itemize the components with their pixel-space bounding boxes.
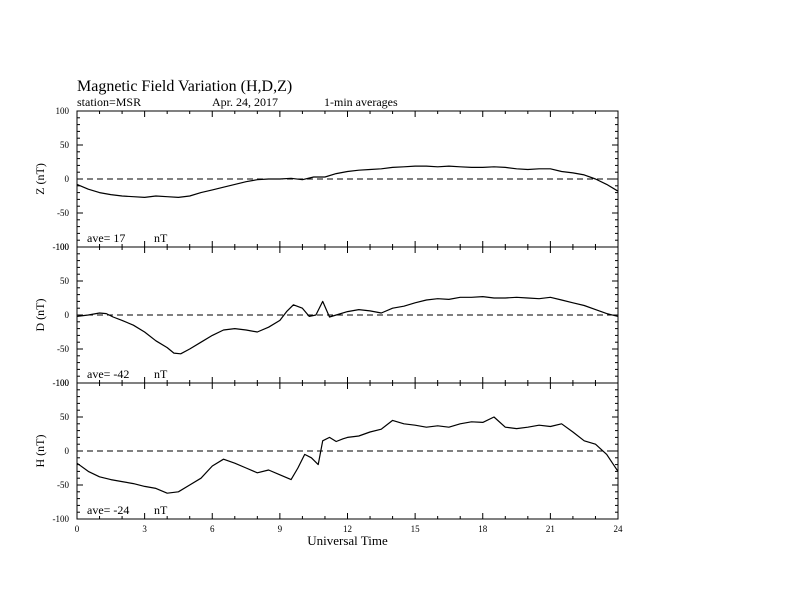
x-tick-label: 3 <box>142 524 147 534</box>
y-axis-label: Z (nT) <box>33 163 47 195</box>
y-tick-label: 50 <box>60 140 70 150</box>
average-unit: nT <box>154 231 168 245</box>
y-tick-label: 0 <box>65 174 70 184</box>
x-tick-label: 9 <box>278 524 283 534</box>
y-tick-label: -50 <box>57 480 69 490</box>
x-tick-label: 18 <box>478 524 488 534</box>
x-tick-label: 15 <box>411 524 421 534</box>
x-tick-label: 21 <box>546 524 555 534</box>
averaging-label: 1-min averages <box>324 95 398 109</box>
series-line-z <box>76 165 619 198</box>
average-unit: nT <box>154 503 168 517</box>
y-tick-label: -100 <box>53 242 70 252</box>
panel-d: 100 50 0 -50 -100 D (nT) ave= -42 nT <box>33 242 619 388</box>
y-tick-label: -100 <box>53 378 70 388</box>
y-tick-label: 50 <box>60 276 70 286</box>
average-label: ave= -42 <box>87 367 129 381</box>
series-line-d <box>76 296 619 355</box>
panel-z: 100 50 0 -50 -100 Z (nT) ave= 17 nT <box>33 106 619 252</box>
y-tick-label: -50 <box>57 344 69 354</box>
x-tick-label: 6 <box>210 524 215 534</box>
x-tick-label: 12 <box>343 524 352 534</box>
y-tick-label: 100 <box>56 106 70 116</box>
y-tick-label: 0 <box>65 446 70 456</box>
y-tick-label: -100 <box>53 514 70 524</box>
y-tick-label: 100 <box>56 378 70 388</box>
panels-group: 100 50 0 -50 -100 Z (nT) ave= 17 nT 100 50 0 -50 -10… <box>33 106 623 548</box>
date-label: Apr. 24, 2017 <box>212 95 278 109</box>
panel-h: 100 50 0 -50 -100 H (nT) ave= -24 nT 0 3 6 9 12 15 18 2… <box>33 378 623 548</box>
y-tick-label: 0 <box>65 310 70 320</box>
y-axis-label: D (nT) <box>33 299 47 332</box>
y-tick-label: -50 <box>57 208 69 218</box>
x-axis-label: Universal Time <box>307 533 388 548</box>
chart-title: Magnetic Field Variation (H,D,Z) <box>77 78 292 95</box>
station-label: station=MSR <box>77 95 141 109</box>
y-tick-label: 100 <box>56 242 70 252</box>
average-label: ave= -24 <box>87 503 129 517</box>
x-tick-label: 24 <box>614 524 624 534</box>
series-line-h <box>76 416 619 494</box>
average-unit: nT <box>154 367 168 381</box>
average-label: ave= 17 <box>87 231 125 245</box>
y-tick-label: 50 <box>60 412 70 422</box>
y-axis-label: H (nT) <box>33 435 47 468</box>
x-tick-label: 0 <box>75 524 80 534</box>
